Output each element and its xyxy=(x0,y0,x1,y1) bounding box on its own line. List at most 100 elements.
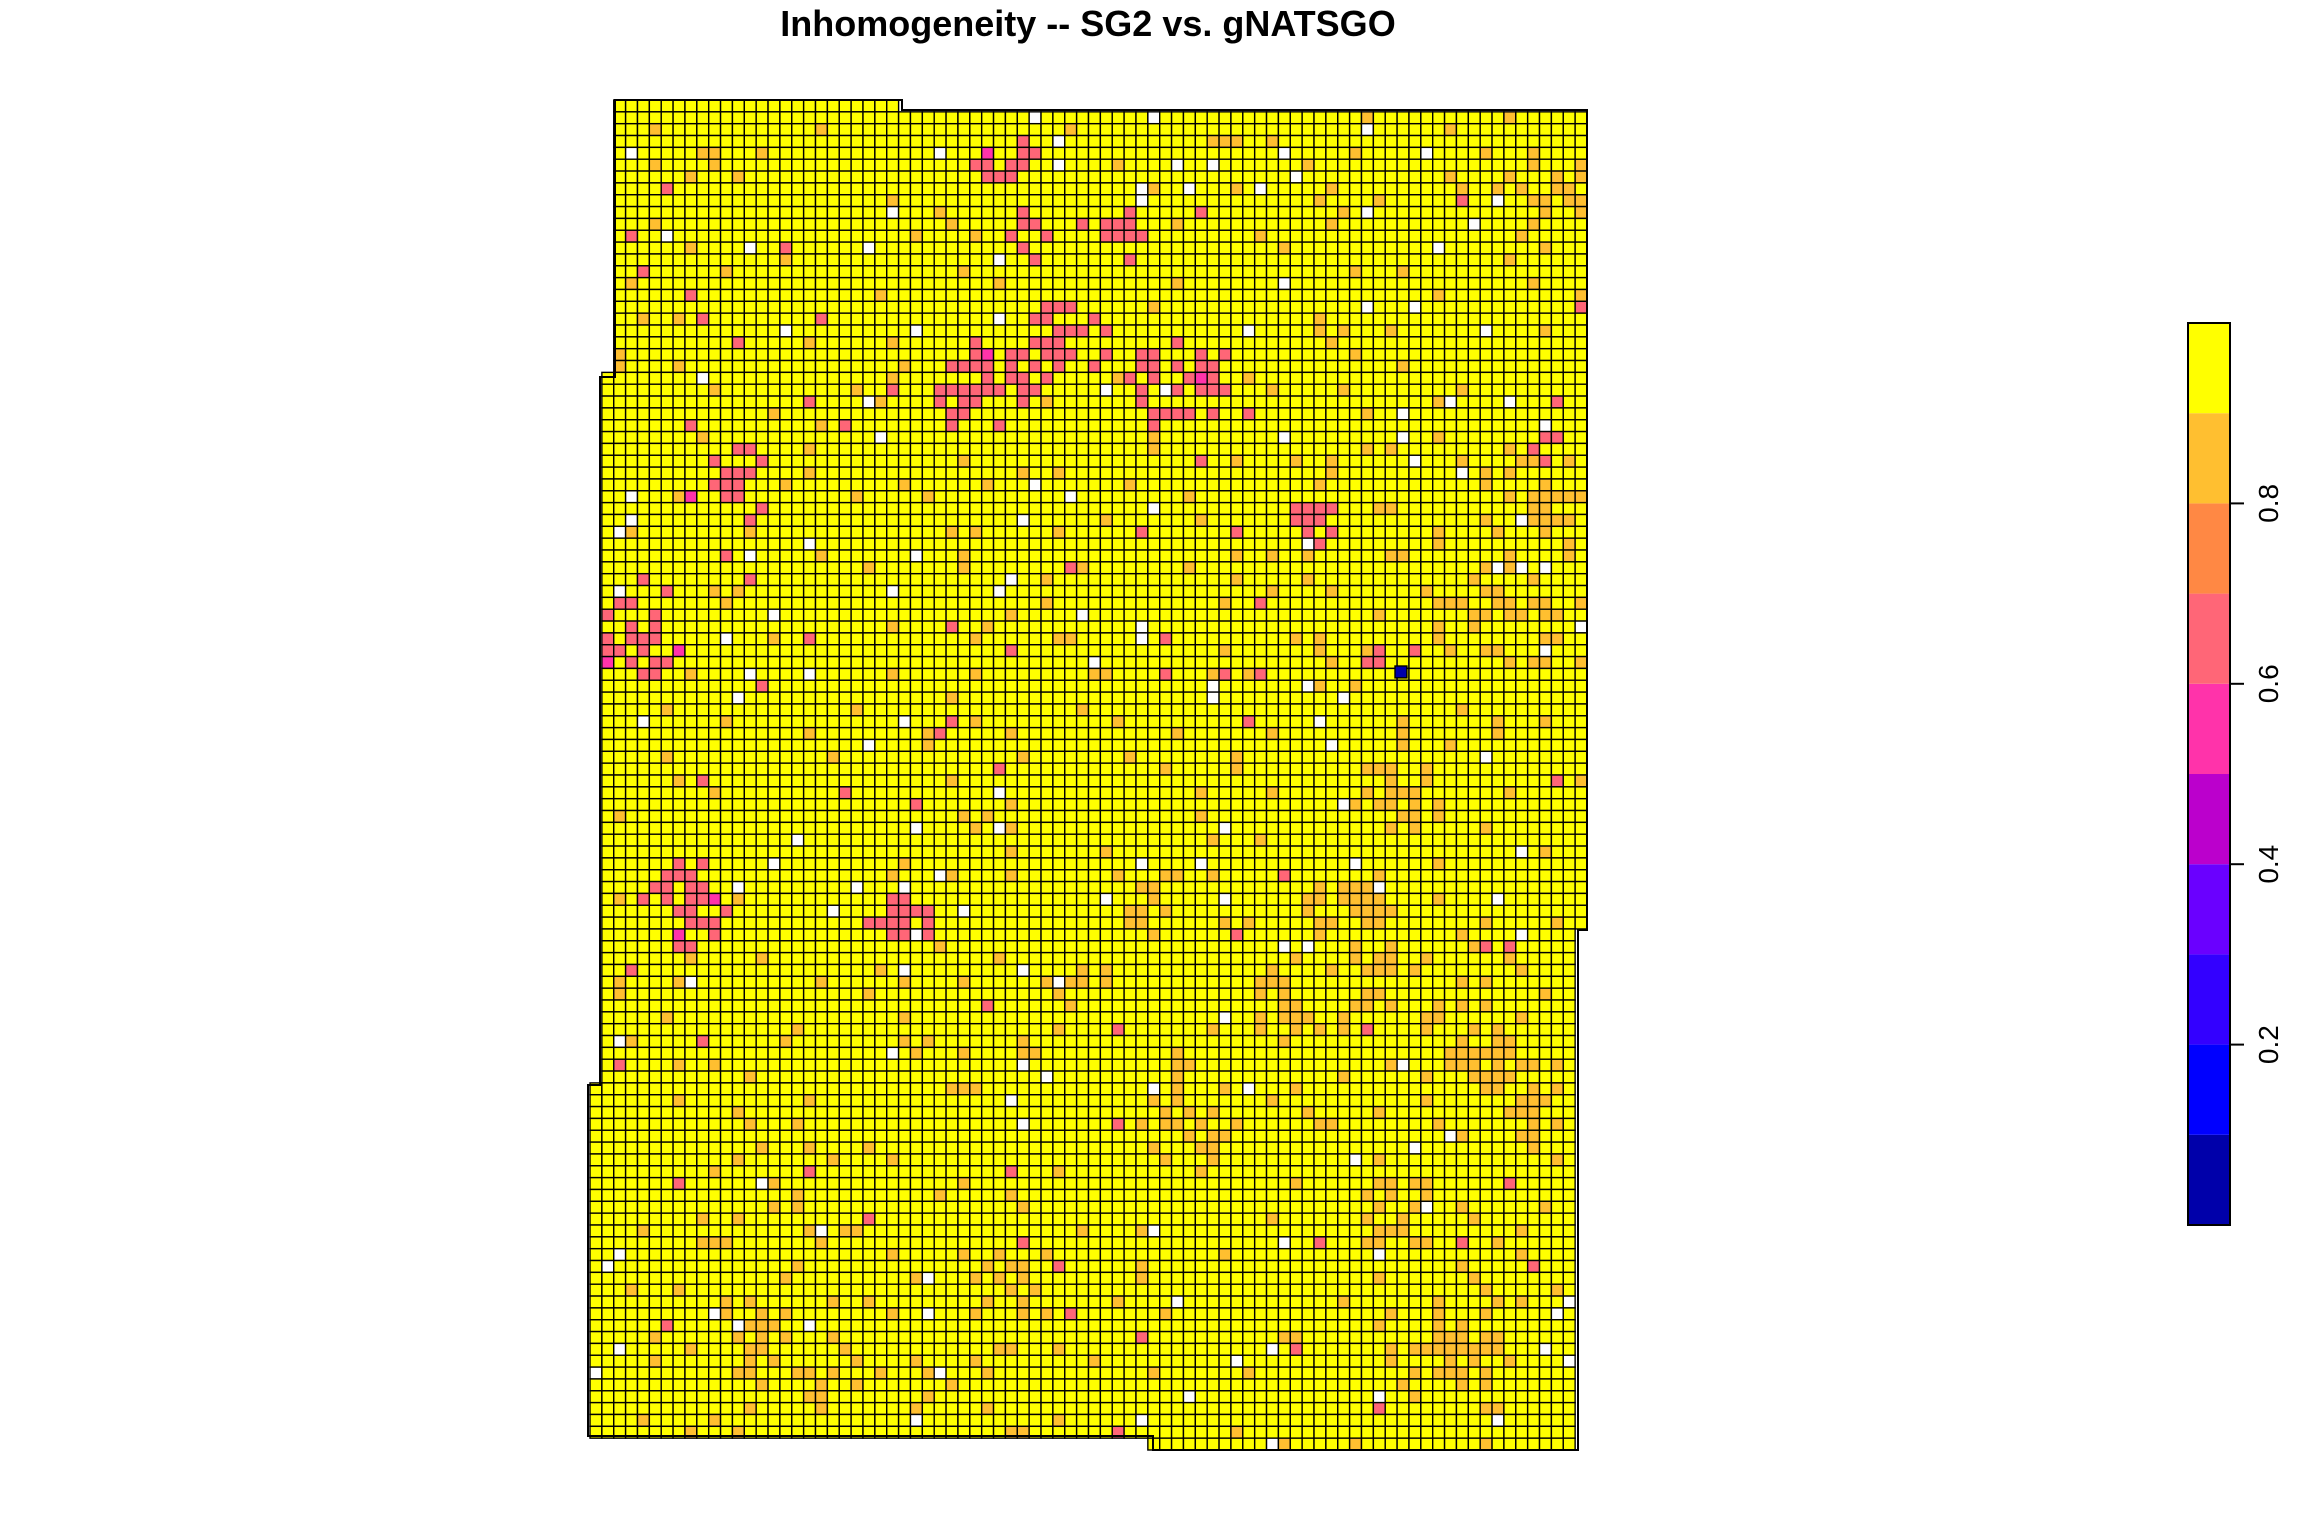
map-cell xyxy=(1242,312,1256,326)
map-cell xyxy=(1550,359,1564,374)
map-cell xyxy=(1277,490,1291,504)
map-cell xyxy=(826,288,840,303)
map-cell xyxy=(601,513,615,528)
map-cell xyxy=(1277,703,1291,717)
map-cell xyxy=(1301,797,1315,812)
map-cell xyxy=(1360,478,1375,492)
map-cell xyxy=(1170,608,1185,622)
map-cell xyxy=(1111,584,1125,599)
map-cell xyxy=(1194,407,1208,421)
map-cell xyxy=(1028,229,1042,243)
map-cell xyxy=(1491,644,1505,658)
map-cell xyxy=(1064,490,1078,504)
map-cell xyxy=(1420,679,1434,693)
map-cell xyxy=(980,229,995,243)
map-cell xyxy=(1075,300,1090,314)
map-cell xyxy=(779,572,793,587)
map-cell xyxy=(1004,170,1018,184)
map-cell xyxy=(957,466,971,480)
map-cell xyxy=(1455,584,1470,599)
map-cell xyxy=(1230,703,1244,717)
map-cell xyxy=(1491,253,1505,267)
map-cell xyxy=(838,786,852,800)
map-cell xyxy=(1159,513,1173,528)
map-cell xyxy=(933,430,947,445)
map-cell xyxy=(1396,111,1410,125)
map-cell xyxy=(921,679,935,693)
map-cell xyxy=(719,513,734,528)
map-cell xyxy=(731,762,745,776)
map-cell xyxy=(1111,513,1125,528)
map-cell xyxy=(1016,217,1030,231)
map-cell xyxy=(1099,395,1113,409)
map-cell xyxy=(1040,703,1054,717)
map-cell xyxy=(1075,205,1090,220)
map-cell xyxy=(1348,336,1363,350)
map-cell xyxy=(1028,134,1042,149)
map-cell xyxy=(1360,501,1375,516)
map-cell xyxy=(1443,537,1458,551)
map-cell xyxy=(636,703,651,717)
map-cell xyxy=(648,762,662,776)
map-cell xyxy=(874,762,888,776)
map-cell xyxy=(1538,300,1553,314)
map-cell xyxy=(1277,253,1291,267)
map-cell xyxy=(1515,490,1529,504)
map-cell xyxy=(933,726,947,741)
map-cell xyxy=(814,561,829,575)
map-cell xyxy=(1123,134,1137,149)
map-cell xyxy=(1360,217,1375,231)
map-cell xyxy=(1538,111,1553,125)
map-cell xyxy=(957,158,971,172)
map-cell xyxy=(1455,312,1470,326)
map-cell xyxy=(1503,122,1517,137)
map-cell xyxy=(1479,478,1493,492)
map-cell xyxy=(1301,632,1315,646)
map-cell xyxy=(980,667,995,681)
map-cell xyxy=(1503,513,1517,528)
map-cell xyxy=(1289,288,1303,303)
map-cell xyxy=(707,383,722,397)
map-cell xyxy=(791,774,805,788)
map-cell xyxy=(1289,170,1303,184)
map-cell xyxy=(909,359,924,374)
map-cell xyxy=(1087,407,1102,421)
map-cell xyxy=(826,430,840,445)
map-cell xyxy=(1004,809,1018,824)
map-cell xyxy=(886,513,900,528)
map-cell xyxy=(1396,407,1410,421)
map-cell xyxy=(1455,170,1470,184)
map-cell xyxy=(862,679,876,693)
map-cell xyxy=(1526,691,1541,705)
map-cell xyxy=(636,821,651,835)
map-cell xyxy=(1265,122,1280,137)
map-cell xyxy=(1360,371,1375,385)
map-cell xyxy=(874,679,888,693)
map-cell xyxy=(660,324,674,338)
map-cell xyxy=(1064,632,1078,646)
map-cell xyxy=(1123,111,1137,125)
map-cell xyxy=(980,774,995,788)
map-cell xyxy=(1526,774,1541,788)
map-cell xyxy=(696,99,710,113)
map-cell xyxy=(874,430,888,445)
map-cell xyxy=(767,359,781,374)
map-cell xyxy=(1360,312,1375,326)
map-cell xyxy=(1372,679,1386,693)
map-cell xyxy=(672,608,686,622)
map-cell xyxy=(1372,288,1386,303)
map-cell xyxy=(1550,241,1564,255)
map-cell xyxy=(1242,750,1256,764)
map-cell xyxy=(1491,667,1505,681)
map-cell xyxy=(838,395,852,409)
map-cell xyxy=(707,229,722,243)
map-cell xyxy=(779,194,793,208)
map-cell xyxy=(1218,490,1232,504)
map-cell xyxy=(909,324,924,338)
map-cell xyxy=(672,750,686,764)
map-cell xyxy=(1337,229,1351,243)
map-cell xyxy=(1491,158,1505,172)
map-cell xyxy=(1372,632,1386,646)
map-cell xyxy=(719,217,734,231)
map-cell xyxy=(1348,584,1363,599)
